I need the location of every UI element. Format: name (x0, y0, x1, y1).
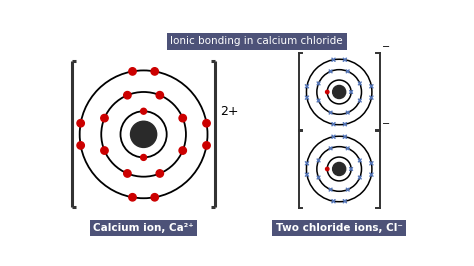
Text: Two chloride ions, Cl⁻: Two chloride ions, Cl⁻ (276, 223, 402, 233)
Circle shape (141, 108, 146, 114)
Text: 2+: 2+ (220, 105, 239, 118)
Circle shape (124, 170, 131, 177)
Text: −: − (382, 42, 390, 52)
Circle shape (124, 92, 131, 99)
Circle shape (203, 142, 210, 149)
Circle shape (326, 167, 329, 171)
Circle shape (203, 119, 210, 127)
Circle shape (77, 142, 84, 149)
Circle shape (101, 147, 108, 154)
Circle shape (129, 68, 136, 75)
Circle shape (101, 114, 108, 122)
Circle shape (156, 170, 164, 177)
Circle shape (179, 147, 186, 154)
Text: Calcium ion, Ca²⁺: Calcium ion, Ca²⁺ (93, 223, 194, 233)
Circle shape (333, 163, 346, 176)
Circle shape (326, 90, 329, 94)
Circle shape (333, 85, 346, 98)
Circle shape (77, 119, 84, 127)
Circle shape (141, 155, 146, 160)
Circle shape (129, 194, 136, 201)
Circle shape (151, 194, 158, 201)
Text: Ionic bonding in calcium chloride: Ionic bonding in calcium chloride (171, 36, 343, 46)
Circle shape (156, 92, 164, 99)
Circle shape (179, 114, 186, 122)
Text: −: − (382, 119, 390, 129)
Circle shape (130, 121, 157, 147)
Circle shape (151, 68, 158, 75)
